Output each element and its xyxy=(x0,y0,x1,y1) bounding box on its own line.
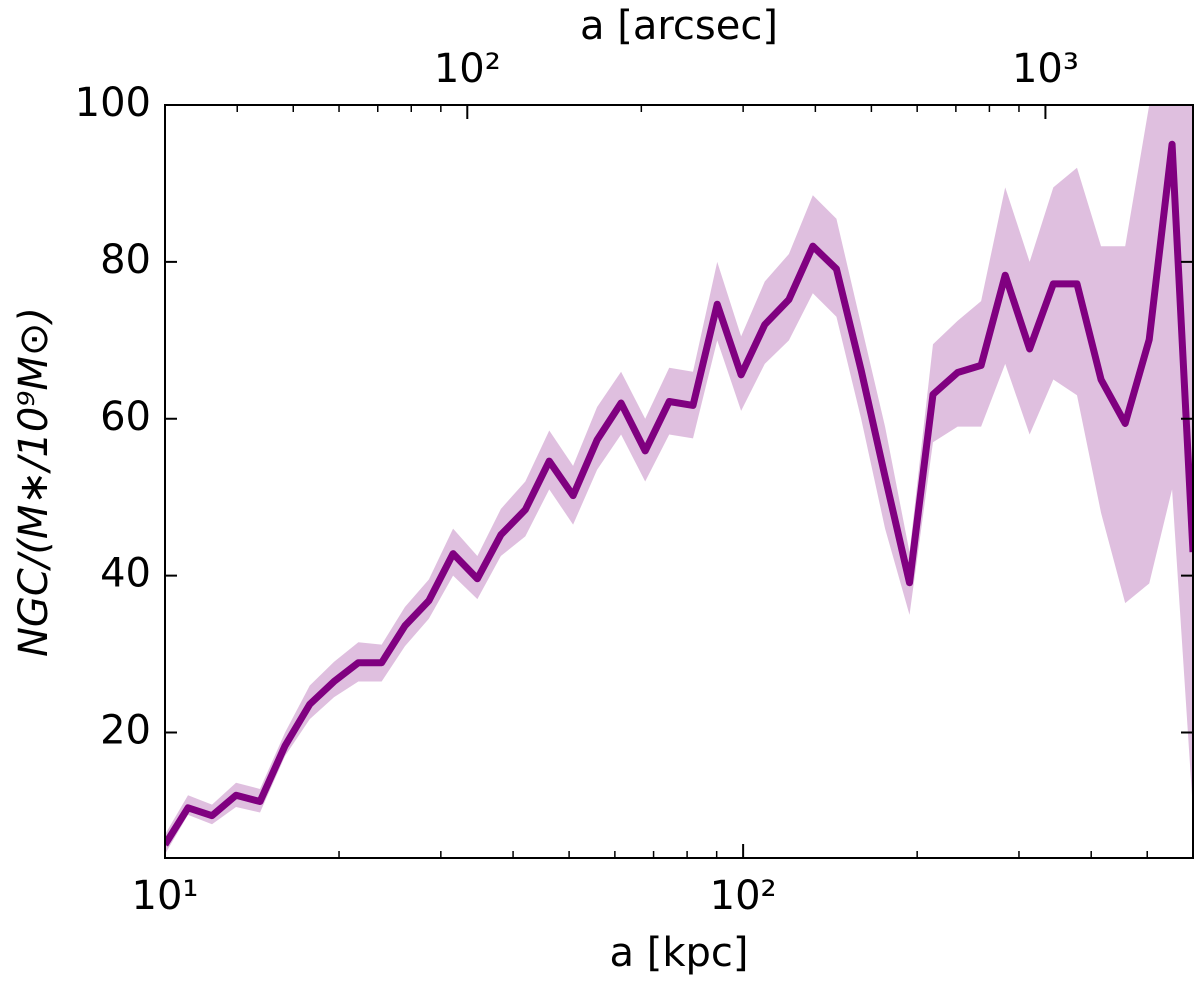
y-axis-label: NGC/(M∗/10⁹M⊙) xyxy=(11,307,57,657)
y-tick-label: 20 xyxy=(100,708,151,754)
data-line xyxy=(165,140,1193,847)
x2-axis-label: a [arcsec] xyxy=(580,3,778,49)
x2-tick-label: 10² xyxy=(434,46,501,92)
x-tick-label: 10¹ xyxy=(132,873,199,919)
error-band xyxy=(165,105,1193,855)
y-tick-label: 60 xyxy=(100,394,151,440)
x-tick-label: 10² xyxy=(710,873,777,919)
x2-tick-label: 10³ xyxy=(1012,46,1079,92)
plot-area xyxy=(165,105,1193,855)
plot-frame xyxy=(164,104,1194,859)
y-tick-label: 40 xyxy=(100,551,151,597)
y-tick-label: 100 xyxy=(75,80,151,126)
y-tick-label: 80 xyxy=(100,237,151,283)
x-axis-label: a [kpc] xyxy=(610,930,749,976)
